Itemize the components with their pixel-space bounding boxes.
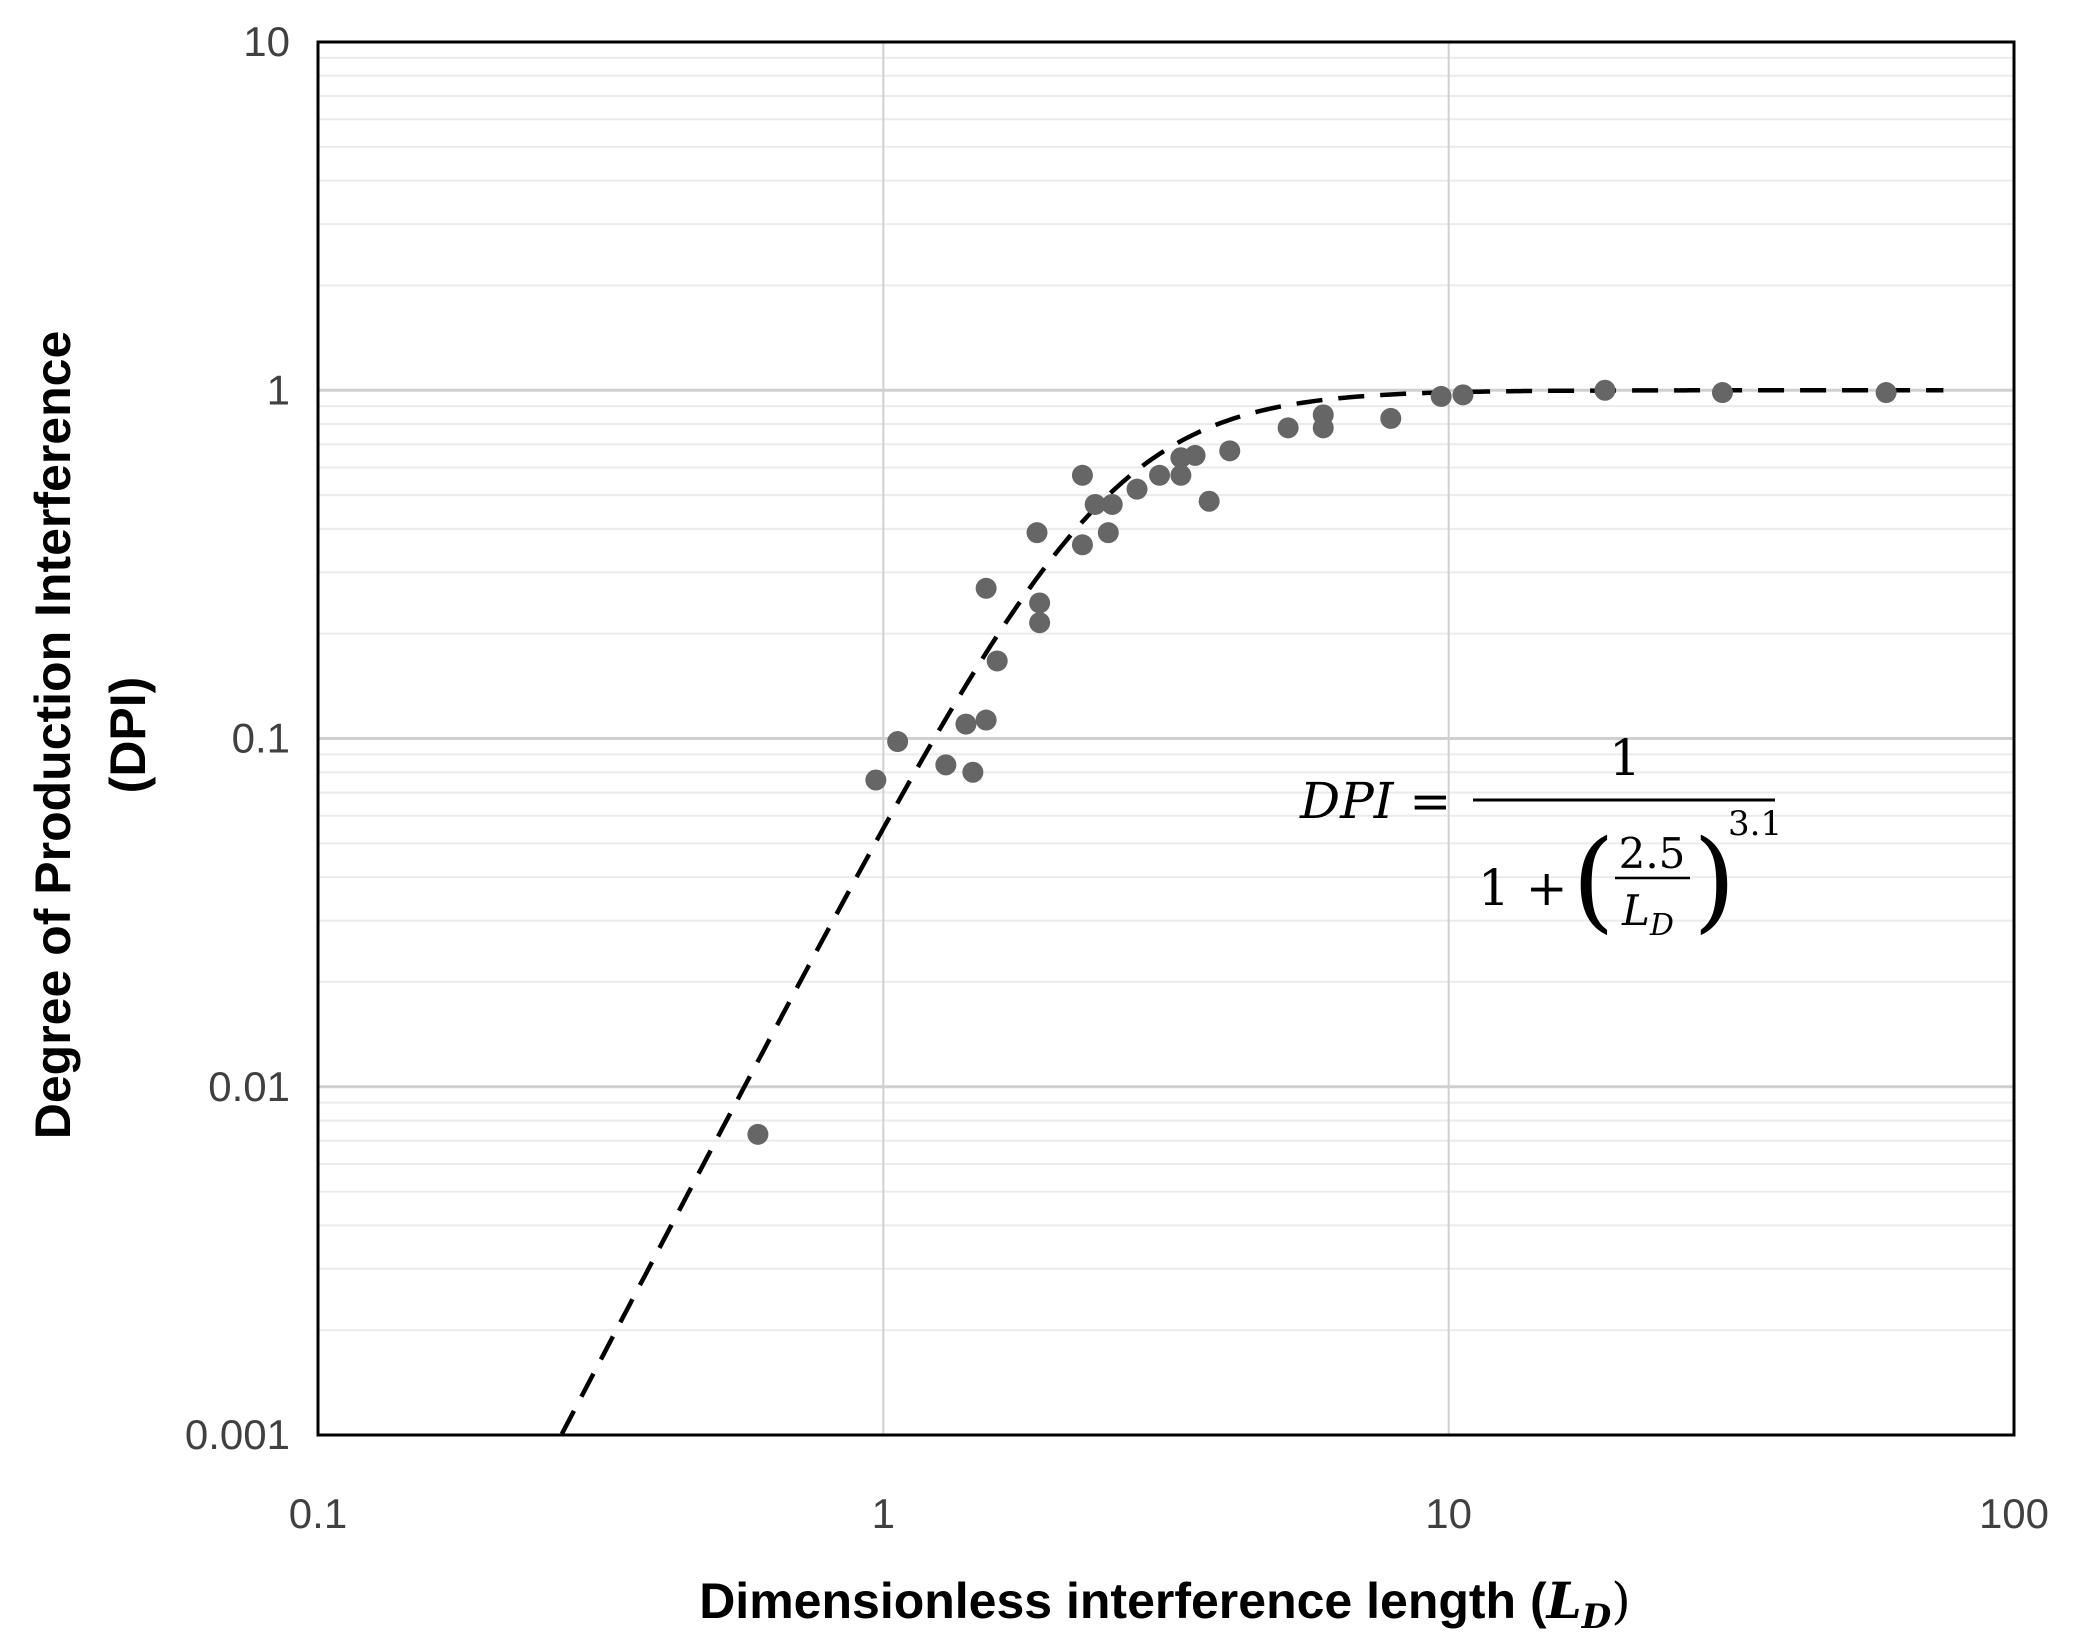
data-points [747, 379, 1897, 1145]
data-point [955, 713, 977, 735]
data-point [975, 709, 997, 731]
data-point [975, 577, 997, 599]
y-tick-label: 1 [267, 366, 290, 413]
data-point [1071, 534, 1093, 556]
y-tick-label: 10 [243, 18, 290, 65]
equation-left-paren: ( [1572, 816, 1615, 944]
data-point [1380, 407, 1402, 429]
data-point [935, 754, 957, 776]
data-point [1026, 522, 1048, 544]
data-point [1097, 522, 1119, 544]
equation-exponent: 3.1 [1728, 804, 1782, 844]
data-point [1149, 464, 1171, 486]
data-point [887, 731, 909, 753]
y-tick-label: 0.001 [185, 1411, 290, 1458]
data-point [1084, 493, 1106, 515]
y-axis-title-line1: Degree of Production Interference [25, 331, 81, 1140]
y-tick-label: 0.1 [232, 715, 290, 762]
data-point [747, 1123, 769, 1145]
dashed-fit-line [559, 388, 1944, 1435]
x-tick-label: 1 [872, 1490, 895, 1537]
data-point [1711, 382, 1733, 404]
data-point [986, 650, 1008, 672]
equation-annotation: DPI = 1 1 + ( 2.5 LD ) 3.1 [1299, 729, 1782, 944]
data-point [1312, 417, 1334, 439]
equation-right-paren: ) [1693, 816, 1736, 944]
x-tick-labels: 0.1 1 10 100 [289, 1490, 2049, 1537]
y-axis-title: Degree of Production Interference (DPI) [25, 331, 156, 1140]
y-tick-label: 0.01 [208, 1063, 290, 1110]
data-point [1170, 464, 1192, 486]
equation-denominator-prefix: 1 + [1478, 859, 1568, 917]
x-axis-title: Dimensionless interference length (LD) [699, 1571, 1631, 1636]
y-axis-title-line2: (DPI) [100, 677, 156, 794]
data-point [1430, 385, 1452, 407]
data-point [865, 769, 887, 791]
x-tick-label: 0.1 [289, 1490, 347, 1537]
y-tick-labels: 0.001 0.01 0.1 1 10 [185, 18, 290, 1458]
data-point [1219, 440, 1241, 462]
gridlines [318, 42, 2014, 1437]
data-point [1875, 382, 1897, 404]
data-point [1071, 464, 1093, 486]
data-point [1029, 612, 1051, 634]
data-point [1126, 478, 1148, 500]
equation-lhs: DPI = [1299, 772, 1451, 830]
equation-numerator: 1 [1609, 729, 1641, 787]
equation-inner-denominator: LD [1621, 886, 1674, 943]
data-point [1184, 444, 1206, 466]
x-tick-label: 10 [1425, 1490, 1472, 1537]
x-tick-label: 100 [1979, 1490, 2049, 1537]
data-point [962, 761, 984, 783]
data-point [1452, 384, 1474, 406]
data-point [1594, 379, 1616, 401]
data-point [1029, 592, 1051, 614]
plot-frame [316, 40, 2016, 1437]
equation-inner-numerator: 2.5 [1619, 829, 1686, 878]
data-point [1198, 490, 1220, 512]
fit-curve [559, 388, 1944, 1435]
data-point [1277, 417, 1299, 439]
data-point [1101, 493, 1123, 515]
